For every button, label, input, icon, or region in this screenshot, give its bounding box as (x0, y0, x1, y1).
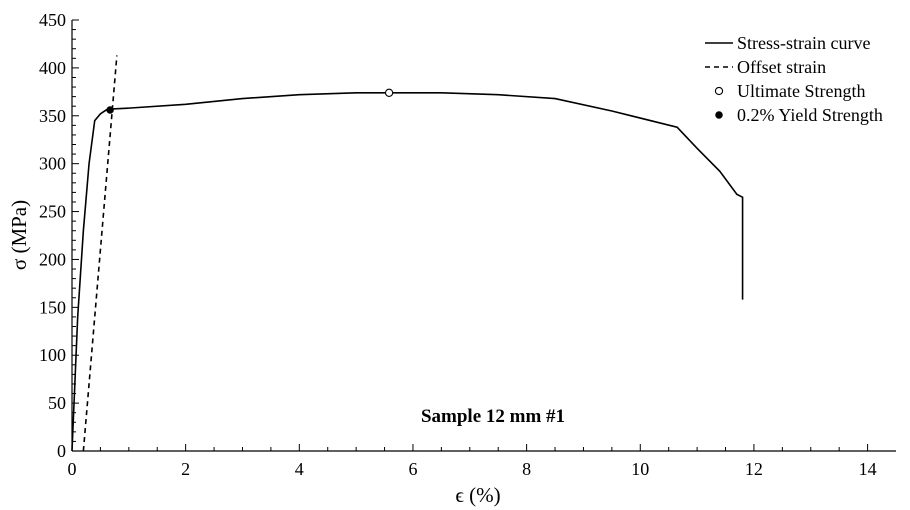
legend-label: Ultimate Strength (737, 81, 865, 101)
stress-strain-curve (71, 91, 744, 452)
legend-label: Offset strain (737, 57, 826, 77)
x-tick-label: 12 (745, 459, 763, 479)
y-tick-label: 250 (39, 202, 66, 222)
x-tick-label: 2 (181, 459, 190, 479)
legend-label: 0.2% Yield Strength (737, 105, 883, 125)
y-axis-title: σ (MPa) (7, 200, 31, 270)
offset-strain-line (82, 55, 118, 452)
y-tick-label: 450 (39, 10, 66, 30)
ultimate-strength-marker (384, 88, 394, 97)
y-tick-label: 350 (39, 106, 66, 126)
plot-area (71, 55, 744, 452)
y-tick-label: 150 (39, 297, 66, 317)
y-tick-label: 50 (48, 393, 66, 413)
legend-marker-2 (714, 86, 724, 96)
y-tick-label: 0 (57, 441, 66, 461)
x-axis-title: ϵ (%) (455, 483, 500, 507)
x-tick-label: 6 (408, 459, 417, 479)
axes: 0 2 4 6 8 10 12 14 0 50 100 150 200 250 300 350 400 450 (39, 10, 896, 479)
x-tick-label: 8 (522, 459, 531, 479)
legend-marker-3 (715, 111, 723, 119)
legend-label: Stress-strain curve (737, 33, 870, 53)
y-tick-label: 100 (39, 345, 66, 365)
x-tick-label: 0 (68, 459, 77, 479)
x-tick-label: 10 (631, 459, 649, 479)
y-tick-label: 400 (39, 58, 66, 78)
legend: Stress-strain curve Offset strain Ultimate… (705, 33, 883, 125)
x-tick-label: 4 (295, 459, 304, 479)
sample-annotation: Sample 12 mm #1 (421, 406, 565, 427)
x-tick-label: 14 (859, 459, 877, 479)
yield-strength-marker (106, 106, 114, 114)
y-tick-label: 300 (39, 154, 66, 174)
y-tick-label: 200 (39, 249, 66, 269)
